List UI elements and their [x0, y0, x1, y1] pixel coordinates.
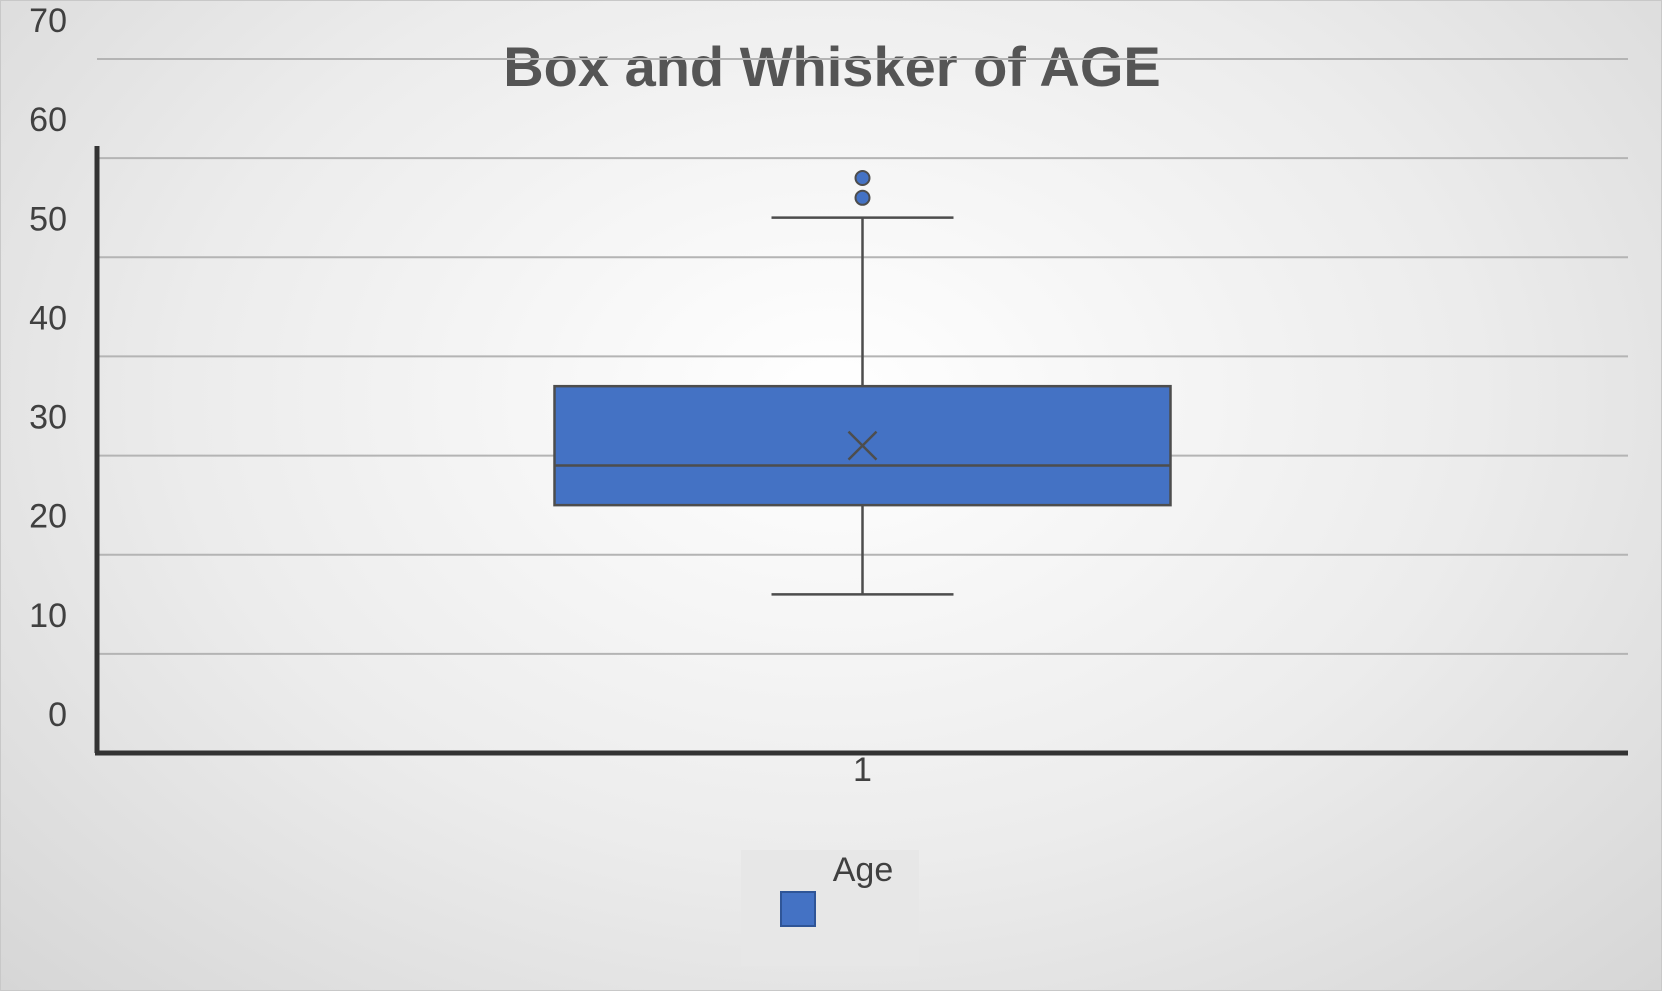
- x-axis-ticks: 1: [853, 751, 872, 789]
- outlier-point: [854, 169, 871, 186]
- chart-title: Box and Whisker of AGE: [503, 35, 1161, 98]
- y-tick-label: 20: [29, 498, 67, 536]
- axes: [94, 146, 1628, 756]
- y-tick-label: 50: [29, 200, 67, 238]
- legend-label-age: Age: [833, 851, 894, 889]
- y-tick-label: 60: [29, 101, 67, 139]
- y-tick-label: 70: [29, 2, 67, 40]
- y-tick-label: 30: [29, 399, 67, 437]
- y-axis-ticks: 0 10 20 30 40 50 60 70: [29, 2, 67, 734]
- box-plot: [553, 169, 1172, 596]
- y-tick-label: 10: [29, 597, 67, 635]
- legend-swatch-age: [780, 891, 816, 927]
- x-tick-label: 1: [853, 751, 872, 789]
- y-tick-label: 0: [48, 696, 67, 734]
- mean-marker: [847, 430, 878, 461]
- y-tick-label: 40: [29, 299, 67, 337]
- outlier-point: [854, 189, 871, 206]
- legend[interactable]: Age: [741, 850, 919, 966]
- legend-background: [741, 850, 919, 966]
